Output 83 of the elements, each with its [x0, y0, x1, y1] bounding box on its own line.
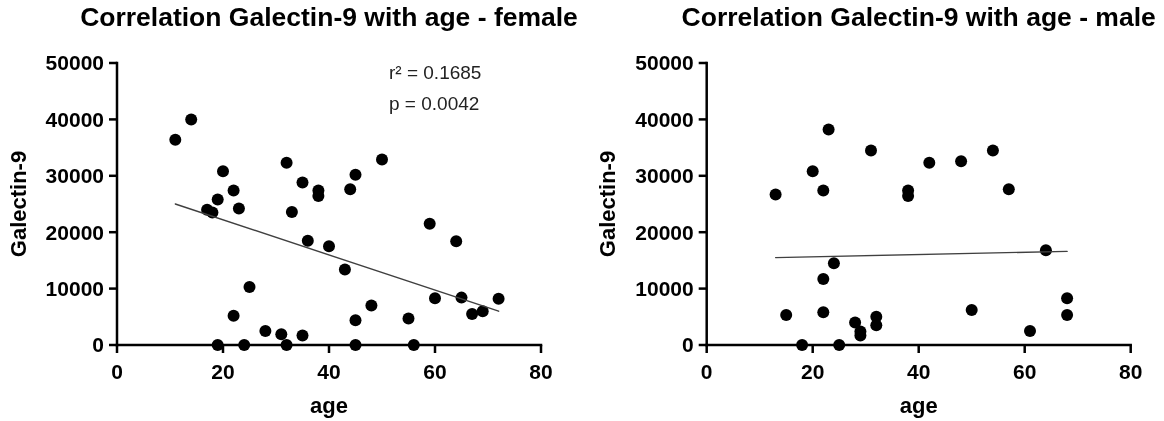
y-tick-label: 20000	[45, 220, 104, 244]
x-tick-label: 40	[317, 360, 341, 384]
y-axis-title: Galectin-9	[595, 150, 621, 258]
x-tick-label: 0	[111, 360, 123, 384]
point	[376, 153, 388, 166]
y-tick-label: 40000	[45, 107, 104, 131]
point	[227, 184, 240, 197]
point	[185, 113, 198, 126]
point	[822, 123, 835, 136]
point	[769, 188, 782, 201]
point	[466, 307, 479, 320]
point	[344, 183, 357, 196]
point	[238, 339, 251, 351]
point	[275, 328, 288, 341]
y-axis-title: Galectin-9	[5, 150, 31, 258]
y-tick-label: 30000	[635, 164, 694, 188]
point	[349, 314, 362, 327]
point	[280, 156, 293, 169]
point	[338, 263, 351, 276]
point	[429, 292, 441, 305]
point	[423, 217, 436, 230]
point	[285, 205, 298, 218]
x-axis-title: age	[899, 392, 938, 418]
point	[965, 304, 978, 317]
chart-title: Correlation Galectin-9 with age - female	[80, 2, 578, 32]
point	[827, 257, 840, 270]
point	[1024, 324, 1036, 337]
x-tick-label: 80	[529, 360, 553, 384]
x-tick-label: 20	[211, 360, 235, 384]
point	[450, 235, 463, 248]
point	[780, 309, 793, 322]
point	[402, 312, 415, 325]
y-tick-label: 50000	[635, 51, 694, 75]
point	[227, 309, 240, 322]
point	[349, 168, 362, 181]
y-tick-label: 30000	[45, 164, 104, 188]
y-tick-label: 0	[92, 333, 104, 357]
point	[1061, 309, 1074, 322]
point	[817, 273, 830, 286]
point	[806, 165, 819, 178]
y-tick-label: 50000	[45, 51, 104, 75]
point	[349, 339, 362, 351]
point	[296, 176, 309, 189]
point	[211, 339, 224, 351]
point	[1061, 292, 1074, 305]
point	[169, 133, 182, 146]
point	[817, 306, 830, 319]
point	[232, 202, 245, 215]
point	[817, 184, 830, 197]
x-tick-label: 60	[423, 360, 447, 384]
point	[259, 324, 272, 337]
point	[365, 299, 378, 312]
y-tick-label: 40000	[635, 107, 694, 131]
x-tick-label: 20	[801, 360, 825, 384]
point	[833, 339, 846, 351]
y-tick-label: 10000	[635, 276, 694, 300]
point	[796, 339, 809, 351]
point	[865, 144, 877, 157]
point	[1002, 183, 1015, 196]
x-tick-label: 40	[907, 360, 931, 384]
y-tick-label: 0	[682, 333, 694, 357]
y-tick-label: 10000	[45, 276, 104, 300]
point	[243, 280, 256, 293]
y-tick-label: 20000	[635, 220, 694, 244]
point	[492, 292, 505, 305]
chart-title: Correlation Galectin-9 with age - male	[681, 2, 1156, 32]
annotation: p = 0.0042	[389, 92, 480, 114]
point	[211, 193, 224, 206]
x-tick-label: 80	[1119, 360, 1143, 384]
point	[923, 156, 936, 169]
point	[301, 234, 314, 247]
annotation: r² = 0.1685	[389, 61, 482, 83]
point	[849, 316, 862, 329]
point	[955, 155, 968, 168]
x-axis-title: age	[310, 392, 348, 418]
x-tick-label: 0	[700, 360, 713, 384]
point	[280, 339, 293, 351]
point	[407, 339, 420, 351]
point	[296, 329, 309, 342]
x-tick-label: 60	[1013, 360, 1037, 384]
point	[986, 144, 999, 157]
point	[217, 165, 229, 178]
point	[323, 240, 335, 253]
